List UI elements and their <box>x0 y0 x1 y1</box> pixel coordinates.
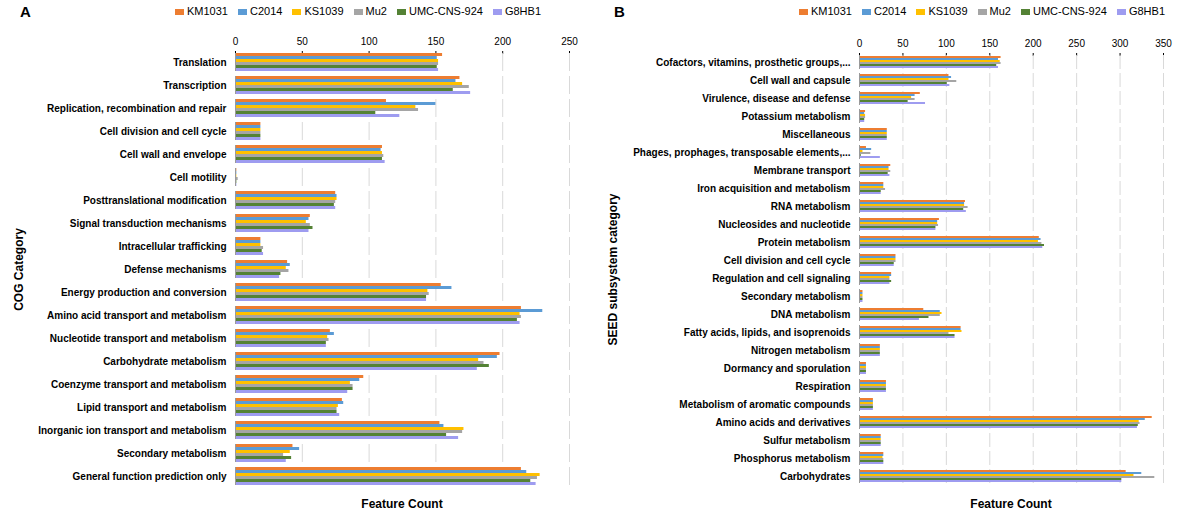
svg-text:100: 100 <box>938 38 955 49</box>
html-text:KM1031: KM1031 <box>187 5 228 17</box>
svg-text:Energy production and conversi: Energy production and conversion <box>61 287 227 298</box>
html-text:G8HB1: G8HB1 <box>1128 5 1165 17</box>
svg-text:Dormancy and sporulation: Dormancy and sporulation <box>724 363 851 374</box>
svg-text:SEED subsystem category: SEED subsystem category <box>606 193 620 345</box>
svg-text:200: 200 <box>494 36 511 47</box>
html-text:C2014: C2014 <box>874 5 907 17</box>
svg-text:150: 150 <box>981 38 998 49</box>
svg-text:Coenzyme transport and metabol: Coenzyme transport and metabolism <box>51 379 227 390</box>
svg-text:Cell division and cell cycle: Cell division and cell cycle <box>724 255 851 266</box>
svg-text:Signal transduction mechanisms: Signal transduction mechanisms <box>70 218 227 229</box>
svg-text:Metabolism of aromatic compoun: Metabolism of aromatic compounds <box>679 399 851 410</box>
html-text:C2014: C2014 <box>250 5 283 17</box>
svg-text:Virulence, disease and defense: Virulence, disease and defense <box>702 93 851 104</box>
svg-text:Membrane transport: Membrane transport <box>754 165 851 176</box>
html-text:A: A <box>20 2 31 20</box>
svg-text:Translation: Translation <box>173 57 226 68</box>
svg-text:Amino acid transport and metab: Amino acid transport and metabolism <box>47 310 227 321</box>
svg-text:Defense mechanisms: Defense mechanisms <box>124 264 227 275</box>
svg-text:Phosphorus metabolism: Phosphorus metabolism <box>734 453 851 464</box>
svg-text:300: 300 <box>1112 38 1129 49</box>
svg-text:Amino acids and derivatives: Amino acids and derivatives <box>715 417 850 428</box>
svg-text:Secondary metabolism: Secondary metabolism <box>741 291 851 302</box>
svg-text:Nitrogen metabolism: Nitrogen metabolism <box>751 345 851 356</box>
html-text:UMC-CNS-924: UMC-CNS-924 <box>1033 5 1107 17</box>
svg-text:Cell wall and envelope: Cell wall and envelope <box>120 149 227 160</box>
svg-text:Phages, prophages, transposabl: Phages, prophages, transposable elements… <box>633 147 851 158</box>
svg-text:Fatty acids, lipids, and isopr: Fatty acids, lipids, and isoprenoids <box>684 327 851 338</box>
svg-text:Inorganic ion transport and me: Inorganic ion transport and metabolism <box>38 425 226 436</box>
svg-text:0: 0 <box>233 36 239 47</box>
svg-text:Cell division and cell cycle: Cell division and cell cycle <box>100 126 227 137</box>
svg-text:Secondary metabolism: Secondary metabolism <box>117 448 227 459</box>
svg-text:50: 50 <box>897 38 909 49</box>
svg-text:Regulation and cell signaling: Regulation and cell signaling <box>712 273 850 284</box>
svg-text:Cell wall and capsule: Cell wall and capsule <box>750 75 851 86</box>
html-text:KS1039: KS1039 <box>304 5 344 17</box>
svg-text:150: 150 <box>428 36 445 47</box>
html-text:Mu2: Mu2 <box>989 5 1011 17</box>
svg-text:Intracellular trafficking: Intracellular trafficking <box>119 241 227 252</box>
svg-text:Posttranslational modification: Posttranslational modification <box>83 195 226 206</box>
svg-text:General function prediction on: General function prediction only <box>73 471 227 482</box>
svg-text:250: 250 <box>561 36 578 47</box>
svg-text:Iron acquisition and metabolis: Iron acquisition and metabolism <box>697 183 850 194</box>
html-text:G8HB1: G8HB1 <box>504 5 541 17</box>
svg-text:250: 250 <box>1068 38 1085 49</box>
svg-text:Nucleosides and nucleotide: Nucleosides and nucleotide <box>718 219 851 230</box>
html-text:B: B <box>614 2 625 20</box>
svg-text:Cofactors, vitamins, prostheti: Cofactors, vitamins, prosthetic groups,.… <box>656 57 851 68</box>
svg-text:RNA metabolism: RNA metabolism <box>771 201 851 212</box>
svg-text:350: 350 <box>1155 38 1172 49</box>
html-text:KS1039: KS1039 <box>928 5 968 17</box>
svg-text:Carbohydrates: Carbohydrates <box>780 471 851 482</box>
html-text:KM1031: KM1031 <box>811 5 852 17</box>
html-text:Feature Count: Feature Count <box>361 497 443 511</box>
svg-text:Carbohydrate metabolism: Carbohydrate metabolism <box>103 356 226 367</box>
svg-text:COG Category: COG Category <box>12 228 26 311</box>
svg-text:Nucleotide transport and metab: Nucleotide transport and metabolism <box>50 333 227 344</box>
svg-text:200: 200 <box>1025 38 1042 49</box>
svg-text:Miscellaneous: Miscellaneous <box>782 129 851 140</box>
svg-text:0: 0 <box>857 38 863 49</box>
svg-text:Potassium metabolism: Potassium metabolism <box>742 111 851 122</box>
svg-text:Respiration: Respiration <box>795 381 850 392</box>
svg-text:50: 50 <box>297 36 309 47</box>
svg-text:DNA metabolism: DNA metabolism <box>771 309 851 320</box>
svg-text:Replication, recombination and: Replication, recombination and repair <box>47 103 227 114</box>
svg-text:Lipid transport and metabolism: Lipid transport and metabolism <box>77 402 227 413</box>
html-text:UMC-CNS-924: UMC-CNS-924 <box>409 5 483 17</box>
html-text:Mu2: Mu2 <box>365 5 387 17</box>
html-text:Feature Count: Feature Count <box>970 497 1052 511</box>
svg-text:Transcription: Transcription <box>163 80 226 91</box>
svg-text:100: 100 <box>361 36 378 47</box>
svg-text:Sulfur metabolism: Sulfur metabolism <box>763 435 850 446</box>
svg-text:Protein metabolism: Protein metabolism <box>758 237 851 248</box>
svg-text:Cell motility: Cell motility <box>170 172 227 183</box>
